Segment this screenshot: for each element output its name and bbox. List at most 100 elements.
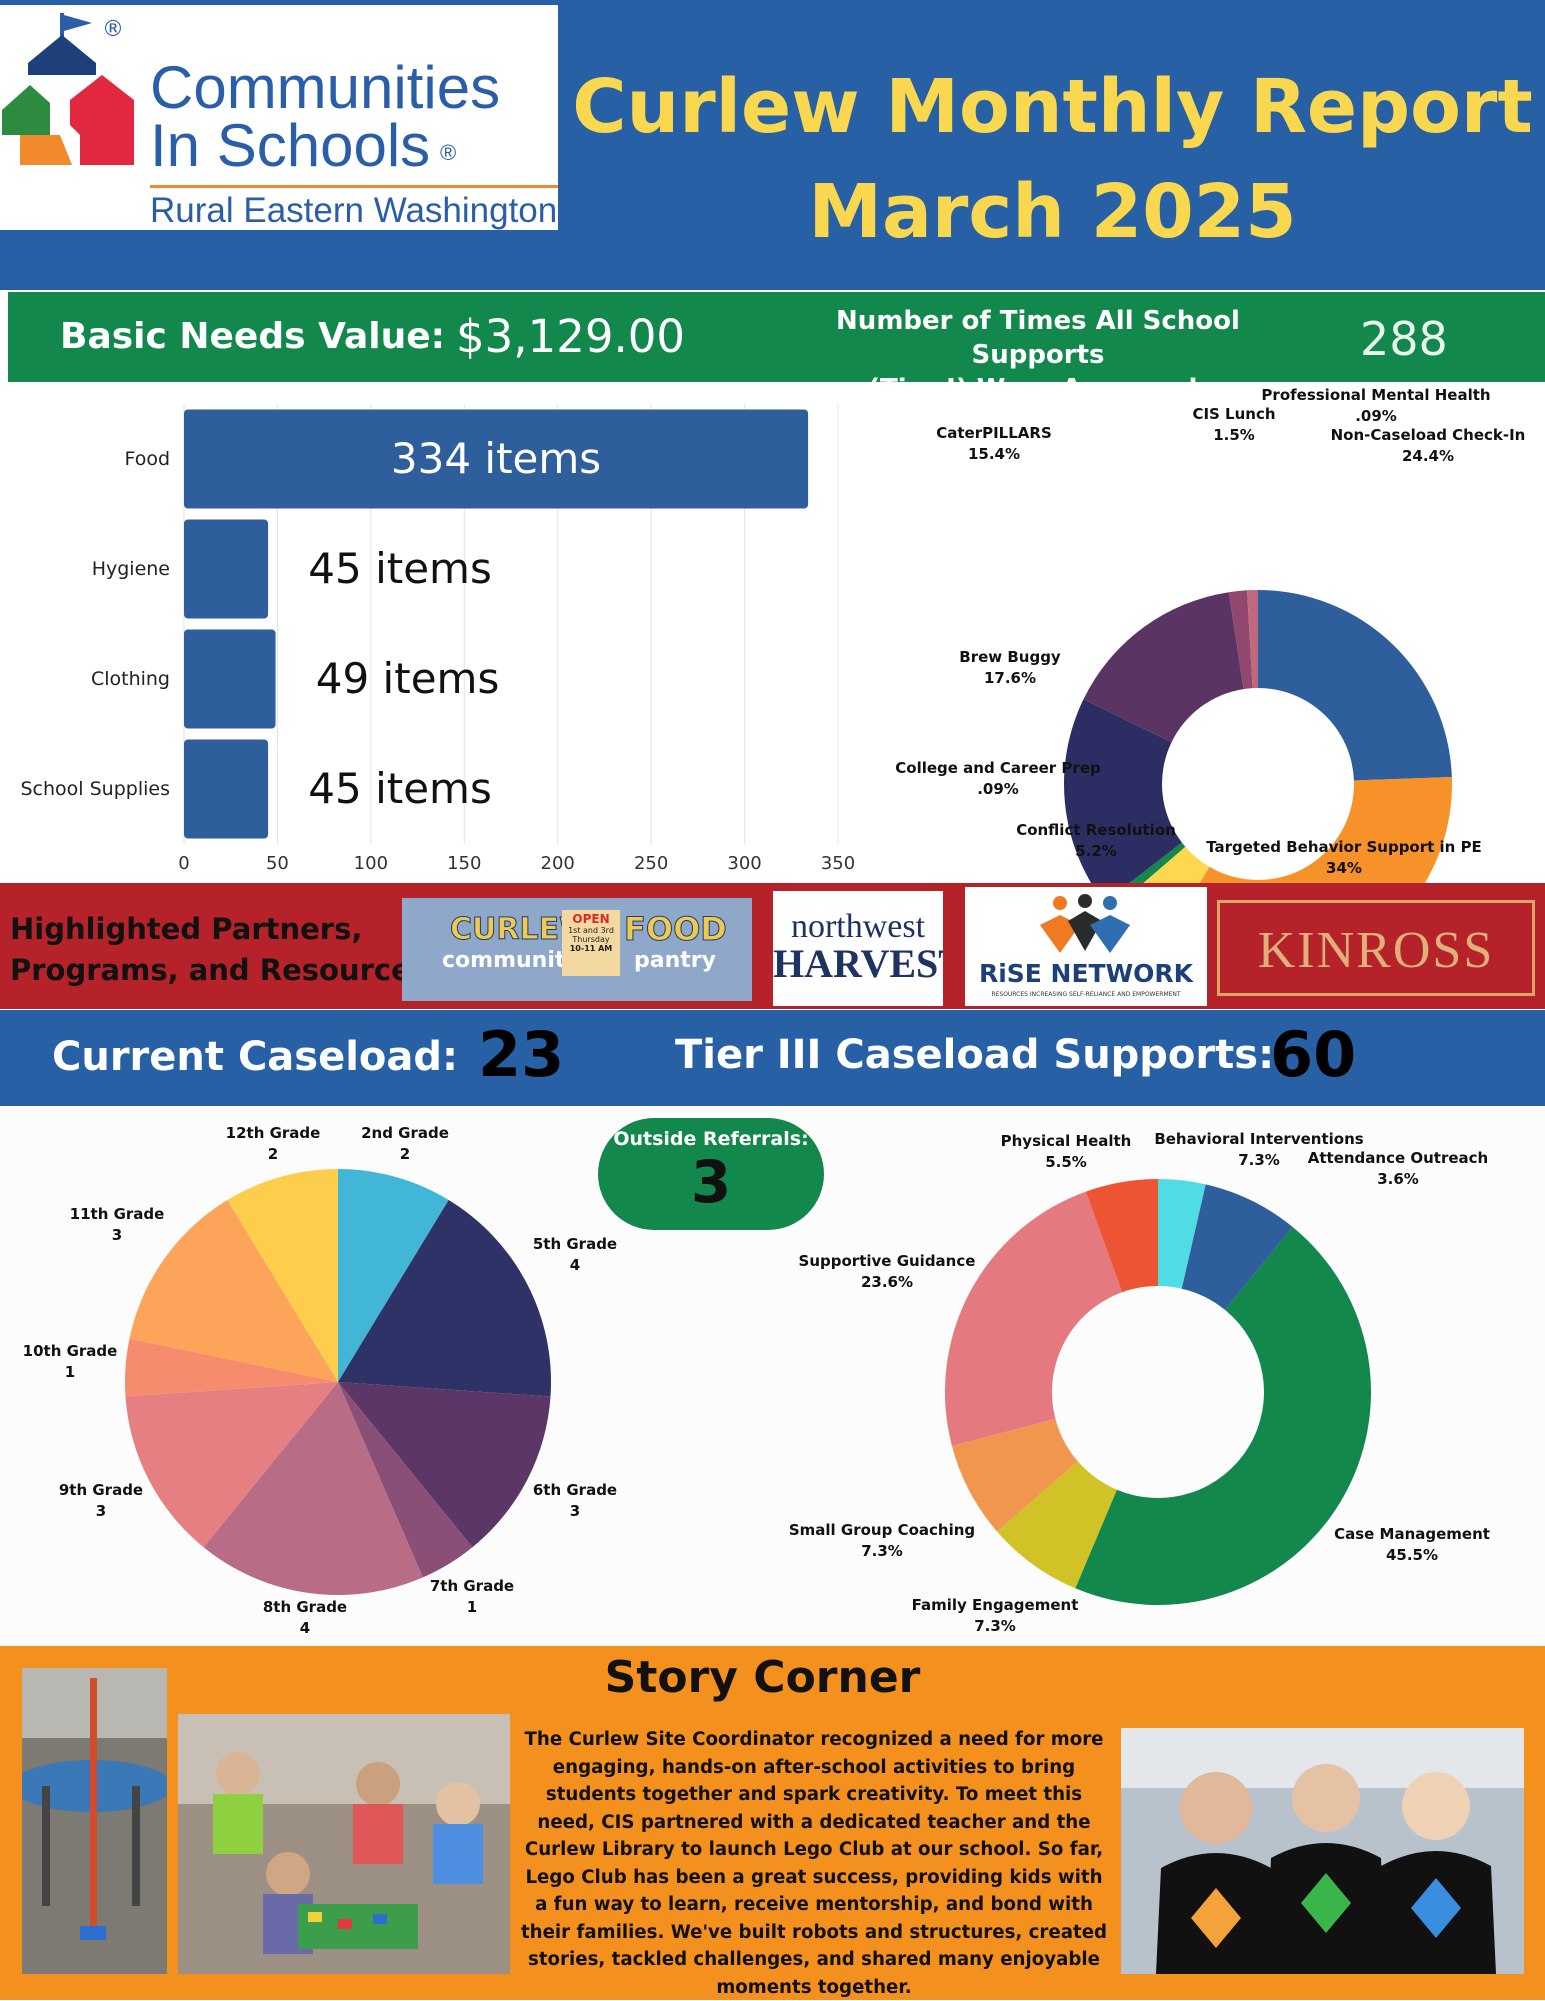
tier3-slice-family-engagement — [997, 1461, 1117, 1589]
partners-band: Highlighted Partners, Programs, and Reso… — [0, 883, 1545, 1009]
open-sign: OPEN 1st and 3rd Thursday 10-11 AM — [562, 910, 620, 976]
x-tick-label: 150 — [447, 853, 481, 874]
grade-pie-chart: 2nd Grade 2 5th Grade 4 6th Grade 3 7th Grade 1… — [23, 1124, 617, 1637]
grade-slice-6th-grade — [338, 1382, 551, 1548]
tier1-value: 288 — [1360, 312, 1448, 366]
bar-data-label: 45 items — [308, 544, 492, 593]
report-title: Curlew Monthly Report — [572, 64, 1533, 150]
tier3-slice-behavioral-interventions — [1181, 1184, 1293, 1310]
tier3-label-supportive-guidance: Supportive Guidance 23.6% — [799, 1252, 976, 1291]
northwest-harvest-logo: northwest HARVEST — [773, 891, 943, 1006]
outside-referrals-badge: Outside Referrals: 3 — [598, 1118, 824, 1230]
bar-clothing — [184, 629, 276, 729]
tier1-slice-caterpillars — [1083, 592, 1244, 743]
report-month: March 2025 — [808, 169, 1297, 255]
tier1-label-brew-buggy: Brew Buggy 17.6% — [959, 648, 1061, 687]
x-tick-label: 350 — [821, 853, 855, 874]
bar-data-label: 45 items — [308, 764, 492, 813]
kinross-logo: KINROSS — [1217, 900, 1535, 996]
story-title: Story Corner — [604, 1652, 921, 1703]
grade-label-10th-grade: 10th Grade 1 — [23, 1342, 118, 1381]
grade-slice-8th-grade — [203, 1382, 423, 1595]
grade-label-8th-grade: 8th Grade 4 — [263, 1598, 347, 1637]
grade-slice-11th-grade — [129, 1200, 338, 1382]
category-label: School Supplies — [21, 778, 171, 800]
tier3-label-family-engagement: Family Engagement 7.3% — [912, 1596, 1079, 1635]
x-tick-label: 0 — [178, 853, 189, 874]
bar-data-label: 49 items — [316, 654, 500, 703]
tier1-slice-professional-mental-health — [1247, 590, 1258, 689]
schoolhouse-icon — [2, 13, 134, 165]
tier3-slice-case-management — [1075, 1226, 1371, 1605]
grade-label-12th-grade: 12th Grade 2 — [226, 1124, 321, 1163]
logo-line1: Communities — [150, 54, 501, 121]
bar-school-supplies — [184, 739, 269, 839]
bar-hygiene — [184, 519, 269, 619]
grade-slice-7th-grade — [338, 1382, 473, 1578]
tier1-slice-cis-lunch — [1228, 590, 1253, 690]
grade-slice-5th-grade — [338, 1200, 551, 1397]
grade-slice-12th-grade — [227, 1169, 338, 1382]
tier3-slice-supportive-guidance — [945, 1191, 1123, 1446]
registered-mark-2: ® — [440, 140, 457, 165]
bar-food — [184, 409, 809, 509]
lego-tower-photo — [22, 1668, 167, 1974]
tier3-slice-small-group-coaching — [951, 1418, 1078, 1532]
tier3-label-behavioral-interventions: Behavioral Interventions 7.3% — [1154, 1130, 1363, 1169]
x-tick-label: 250 — [634, 853, 668, 874]
tier3-label-case-management: Case Management 45.5% — [1334, 1525, 1490, 1564]
grade-slice-9th-grade — [125, 1382, 338, 1548]
caseload-band: Current Caseload: 23 Tier III Caseload S… — [0, 1010, 1545, 1106]
summary-band: Basic Needs Value: $3,129.00 Number of T… — [8, 292, 1545, 404]
logo-line2: In Schools — [150, 112, 431, 179]
x-tick-label: 200 — [541, 853, 575, 874]
current-caseload-value: 23 — [478, 1018, 565, 1091]
category-label: Clothing — [91, 668, 170, 690]
partners-label: Highlighted Partners, Programs, and Reso… — [10, 912, 440, 987]
story-text: The Curlew Site Coordinator recognized a… — [520, 1729, 1108, 1998]
tier1-label-non-caseload-check-in: Non-Caseload Check-In 24.4% — [1331, 426, 1526, 465]
cis-logo: ® Communities In Schools ® Rural Eastern… — [0, 5, 558, 230]
tier3-value: 60 — [1270, 1018, 1357, 1091]
basic-needs-value: $3,129.00 — [456, 310, 686, 363]
lego-club-kids-photo — [178, 1714, 510, 1974]
category-label: Food — [124, 448, 170, 470]
tier1-slice-college-and-career-prep — [1127, 842, 1186, 884]
bar-data-label: 334 items — [391, 434, 601, 483]
people-icon — [1040, 894, 1130, 953]
tier1-label-professional-mental-health: Professional Mental Health .09% — [1261, 386, 1490, 425]
referrals-value: 3 — [690, 1148, 732, 1216]
grade-label-9th-grade: 9th Grade 3 — [59, 1481, 143, 1520]
grade-slice-10th-grade — [125, 1338, 338, 1397]
x-tick-label: 100 — [354, 853, 388, 874]
category-label: Hygiene — [92, 558, 170, 580]
tier1-slice-conflict-resolution — [1142, 846, 1210, 884]
tier3-slice-attendance-outreach — [1158, 1179, 1206, 1289]
tier1-label-college-and-career-prep: College and Career Prep .09% — [895, 759, 1101, 798]
basic-needs-section: 0 50 100 150 200 250 300 350 Food 334 items Hygien… — [0, 384, 1545, 884]
curlew-food-pantry-logo: CURLEW community OPEN 1st and 3rd Thursd… — [402, 898, 752, 1001]
tier3-supports-donut: Attendance Outreach 3.6%Behavioral Interv… — [789, 1130, 1490, 1635]
grade-label-7th-grade: 7th Grade 1 — [430, 1577, 514, 1616]
grade-label-11th-grade: 11th Grade 3 — [70, 1205, 165, 1244]
tier1-slice-non-caseload-check-in — [1258, 590, 1452, 781]
tier1-label-targeted-behavior-support-in-pe: Targeted Behavior Support in PE 34% — [1206, 838, 1482, 877]
logo-divider — [150, 185, 558, 188]
caseload-section: 2nd Grade 2 5th Grade 4 6th Grade 3 7th Grade 1… — [0, 1106, 1545, 1646]
grade-label-5th-grade: 5th Grade 4 — [533, 1235, 617, 1274]
grade-label-2nd-grade: 2nd Grade 2 — [361, 1124, 449, 1163]
tier1-label-cis-lunch: CIS Lunch 1.5% — [1192, 405, 1275, 444]
tier1-label-conflict-resolution: Conflict Resolution 5.2% — [1016, 821, 1176, 860]
tier3-label: Tier III Caseload Supports: — [675, 1032, 1275, 1078]
tier1-slice-targeted-behavior-support-in-pe — [1199, 776, 1452, 884]
tier1-supports-donut: Non-Caseload Check-In 24.4% Targeted Behav… — [895, 386, 1526, 884]
basic-needs-label: Basic Needs Value: — [60, 316, 446, 357]
current-caseload-label: Current Caseload: — [52, 1034, 459, 1080]
tier3-label-small-group-coaching: Small Group Coaching 7.3% — [789, 1521, 975, 1560]
story-corner: Story Corner The Curlew Site Coordinator… — [0, 1646, 1545, 2000]
basic-needs-bar-chart: 0 50 100 150 200 250 300 350 Food 334 items Hygien… — [21, 404, 855, 874]
staff-photo — [1121, 1728, 1524, 1974]
x-tick-label: 50 — [266, 853, 289, 874]
logo-subtitle: Rural Eastern Washington — [150, 191, 558, 230]
grade-label-6th-grade: 6th Grade 3 — [533, 1481, 617, 1520]
